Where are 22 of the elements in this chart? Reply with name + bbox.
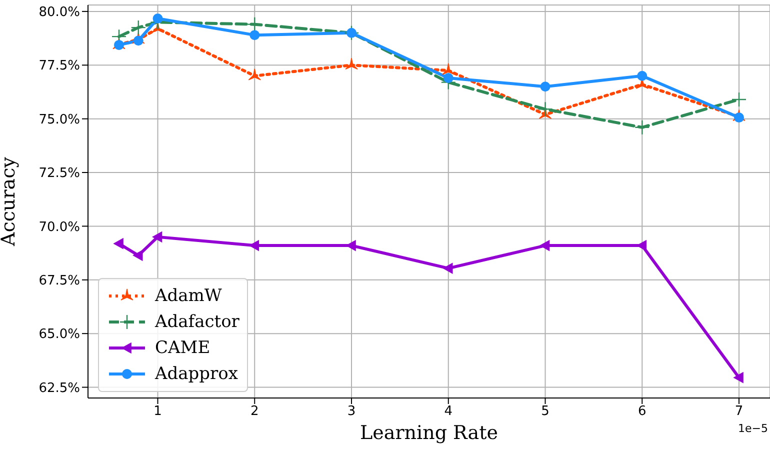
legend-label: Adafactor (155, 312, 240, 332)
legend-label: CAME (155, 338, 210, 358)
text: 1e−5 (738, 422, 768, 435)
y-tick-label: 75.0% (38, 112, 80, 128)
x-tick-label: 4 (444, 404, 453, 420)
x-tick-label: 1 (154, 404, 162, 420)
y-tick-label: 72.5% (38, 166, 80, 182)
y-axis-title: Accuracy (0, 156, 20, 248)
y-tick-label: 65.0% (38, 327, 80, 342)
x-tick-label: 6 (638, 404, 646, 420)
legend-label: Adapprox (155, 364, 238, 384)
y-tick-label: 77.5% (38, 58, 80, 74)
legend-label: AdamW (155, 286, 222, 306)
x-tick-label: 5 (541, 404, 550, 420)
y-tick-label: 70.0% (38, 220, 80, 235)
x-tick-label: 7 (734, 404, 744, 420)
y-tick-label: 62.5% (38, 380, 80, 396)
y-tick-label: 67.5% (38, 274, 80, 288)
x-tick-label: 2 (250, 404, 259, 420)
x-axis-title: Learning Rate (360, 422, 498, 444)
x-tick-label: 3 (347, 404, 356, 420)
y-tick-label: 80.0% (38, 5, 80, 20)
